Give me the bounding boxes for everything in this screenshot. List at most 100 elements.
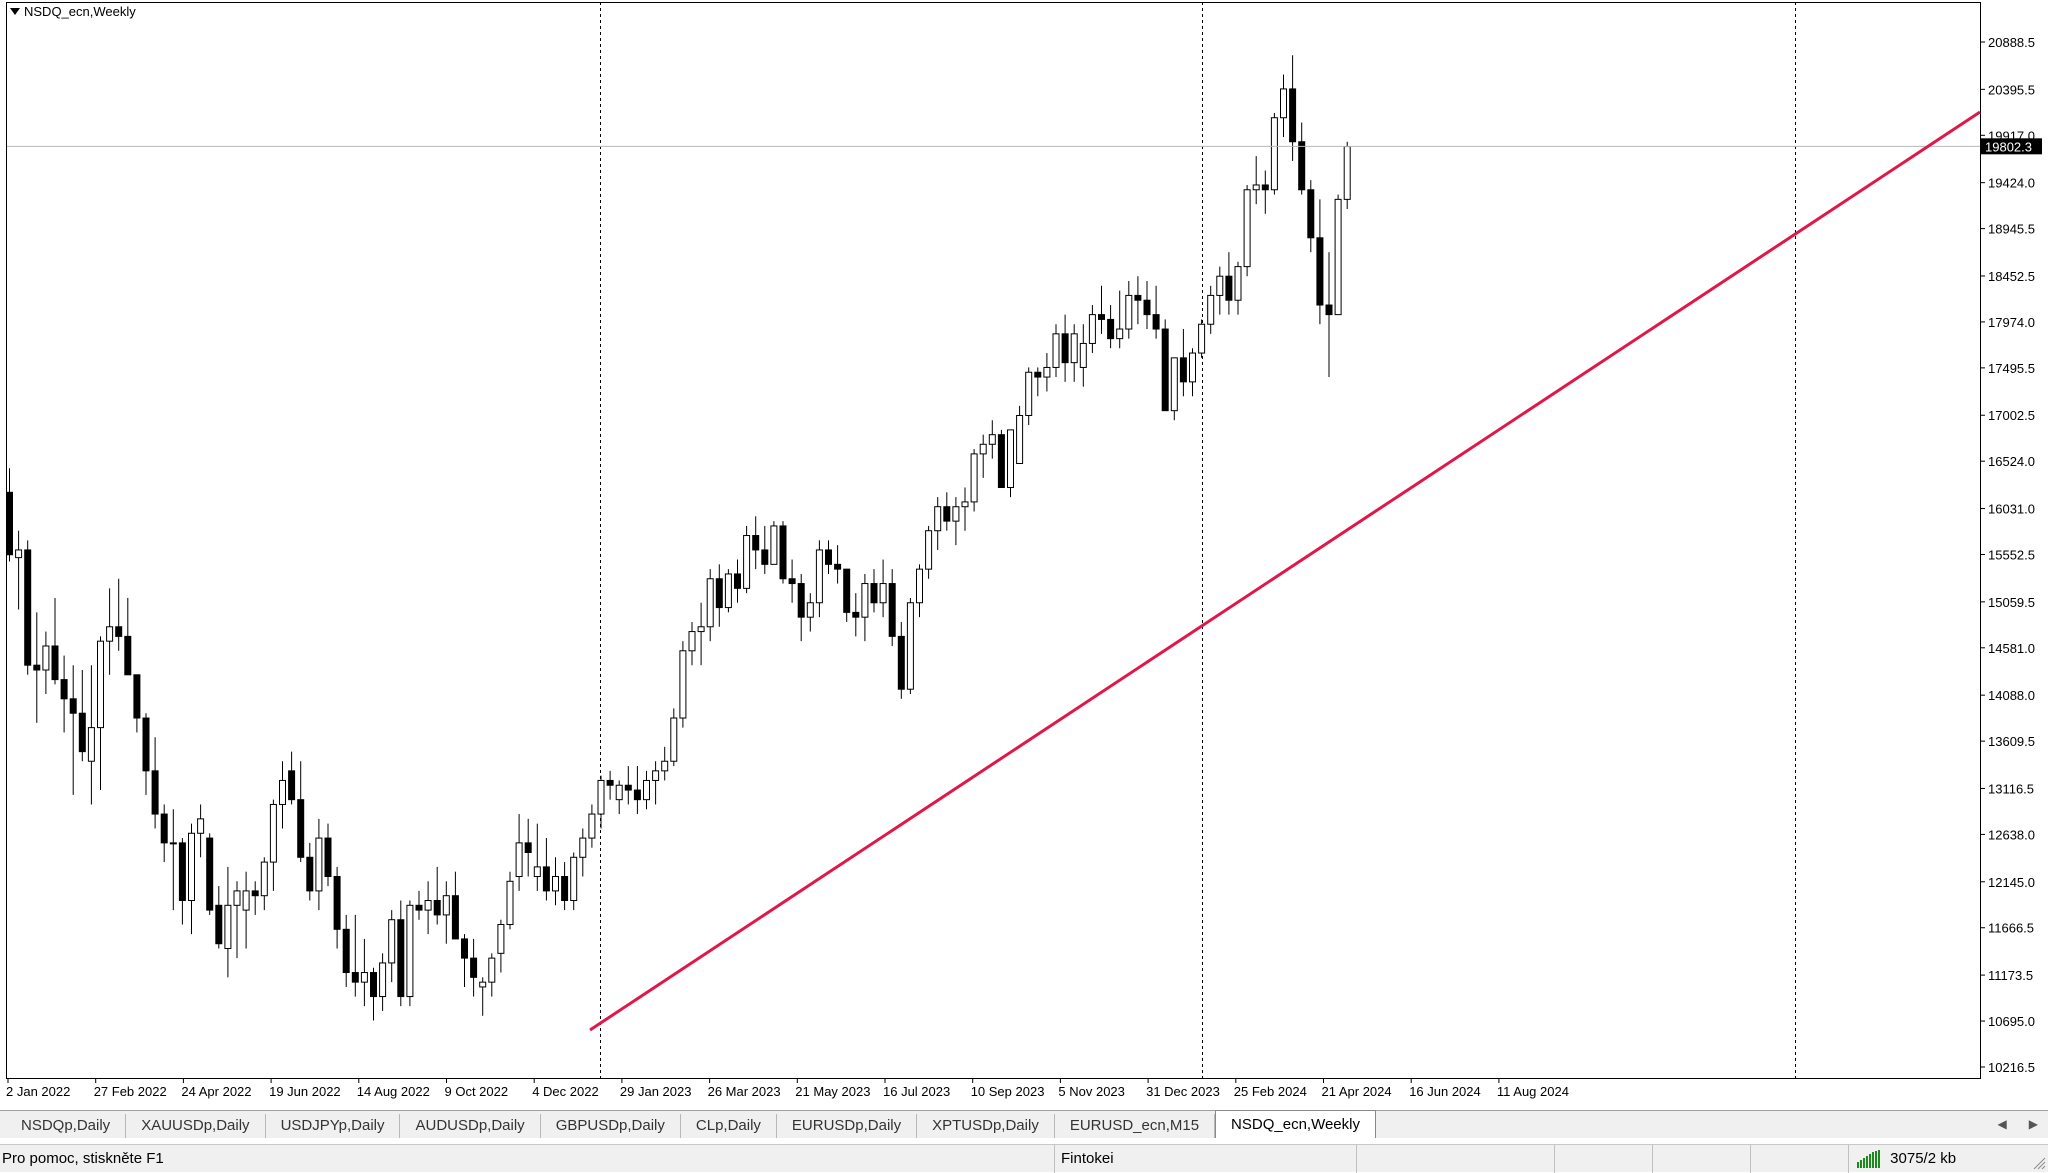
tab-scroll-left-icon[interactable]: ◀ xyxy=(1997,1117,2007,1131)
tab-nsdq-ecn-weekly[interactable]: NSDQ_ecn,Weekly xyxy=(1215,1110,1376,1138)
candle-bull xyxy=(388,919,396,964)
time-axis-label: 21 May 2023 xyxy=(795,1084,870,1099)
connection-bars-icon xyxy=(1857,1150,1880,1169)
candle-bull xyxy=(1088,314,1096,344)
candle-bear xyxy=(288,770,296,801)
candle-bear xyxy=(206,837,214,911)
candle-bear xyxy=(6,491,13,556)
candle-bull xyxy=(1125,294,1133,330)
candlestick-chart[interactable]: 20888.520395.519917.019424.018945.518452… xyxy=(0,0,2048,1110)
candle-bull xyxy=(1116,328,1124,340)
candle-bear xyxy=(888,583,896,637)
tab-clp-daily[interactable]: CLp,Daily xyxy=(681,1114,777,1138)
time-axis-label: 4 Dec 2022 xyxy=(532,1084,599,1099)
candle-bear xyxy=(606,779,614,786)
candle-bull xyxy=(743,535,751,589)
candle-bull xyxy=(1070,333,1078,364)
candle-bull xyxy=(442,895,450,916)
price-axis-label: 10216.5 xyxy=(1988,1060,2035,1075)
collapse-triangle-icon[interactable] xyxy=(10,8,20,15)
candle-bull xyxy=(169,842,177,845)
time-axis-label: 29 Jan 2023 xyxy=(620,1084,692,1099)
candle-bear xyxy=(1107,318,1115,340)
resize-grip-icon[interactable] xyxy=(2030,1154,2046,1170)
candle-bull xyxy=(688,631,696,652)
candle-bear xyxy=(160,813,168,844)
status-traffic-text: 3075/2 kb xyxy=(1890,1150,1957,1167)
candle-bull xyxy=(988,434,996,445)
time-axis-label: 21 Apr 2024 xyxy=(1322,1084,1392,1099)
candle-bear xyxy=(115,626,123,637)
candle-bear xyxy=(433,900,441,916)
candle-bear xyxy=(1161,328,1169,412)
tab-audusdp-daily[interactable]: AUDUSDp,Daily xyxy=(400,1114,541,1138)
candle-bear xyxy=(78,712,86,753)
tab-xauusdp-daily[interactable]: XAUUSDp,Daily xyxy=(126,1114,266,1138)
candle-bear xyxy=(470,957,478,978)
candle-bull xyxy=(970,453,978,503)
trendline[interactable] xyxy=(589,110,1981,1032)
price-axis-label: 11666.5 xyxy=(1988,921,2034,936)
tab-nsdqp-daily[interactable]: NSDQp,Daily xyxy=(6,1114,127,1138)
candle-bull xyxy=(497,924,505,954)
status-cell-empty-1 xyxy=(1356,1145,1556,1173)
candle-bear xyxy=(752,535,760,551)
price-axis-label: 14088.0 xyxy=(1988,688,2035,703)
candle-bull xyxy=(479,981,487,988)
candle-bear xyxy=(1098,314,1105,320)
chart-window[interactable]: 20888.5 20395.5 19917.0 19424.0 18945.5 18452… xyxy=(0,0,2048,1110)
candle-bear xyxy=(1316,237,1324,306)
price-axis-label: 13609.5 xyxy=(1988,734,2035,749)
candle-bear xyxy=(297,799,305,858)
candle-bull xyxy=(197,818,205,834)
candle-bear xyxy=(761,549,769,565)
tab-usdjpyp-daily[interactable]: USDJPYp,Daily xyxy=(266,1114,401,1138)
candle-bull xyxy=(1052,333,1060,368)
candle-bull xyxy=(679,650,687,719)
candle-bear xyxy=(370,972,377,998)
candle-bear xyxy=(943,506,951,522)
tab-scroll-right-icon[interactable]: ▶ xyxy=(2028,1117,2038,1131)
status-connection[interactable]: 3075/2 kb xyxy=(1848,1145,2028,1173)
time-axis-label: 10 Sep 2023 xyxy=(971,1084,1045,1099)
tab-xptusdp-daily[interactable]: XPTUSDp,Daily xyxy=(917,1114,1055,1138)
candle-bear xyxy=(897,635,905,690)
candle-bull xyxy=(269,803,277,863)
candle-bull xyxy=(279,779,286,805)
time-axis-label: 2 Jan 2022 xyxy=(6,1084,70,1099)
candle-bull xyxy=(879,583,887,604)
candle-bear xyxy=(24,549,32,666)
current-price-tag xyxy=(1981,138,2042,155)
price-axis-label: 17495.5 xyxy=(1988,361,2035,376)
candle-bull xyxy=(406,904,414,998)
candle-bull xyxy=(424,900,432,911)
candle-bull xyxy=(643,779,650,801)
price-axis-label: 16524.0 xyxy=(1988,454,2035,469)
time-axis-label: 31 Dec 2023 xyxy=(1146,1084,1220,1099)
candle-bull xyxy=(315,837,323,892)
candle-bear xyxy=(734,573,741,589)
candle-bull xyxy=(188,832,195,902)
candle-bull xyxy=(87,727,95,762)
tab-eurusd-ecn-m15[interactable]: EURUSD_ecn,M15 xyxy=(1055,1114,1216,1138)
candle-bull xyxy=(925,530,933,570)
candle-bear xyxy=(825,549,832,565)
chart-title[interactable]: NSDQ_ecn,Weekly xyxy=(10,4,136,19)
tab-gbpusdp-daily[interactable]: GBPUSDp,Daily xyxy=(541,1114,681,1138)
candle-bear xyxy=(142,717,150,772)
candle-bear xyxy=(633,789,641,801)
candle-bear xyxy=(1152,314,1160,330)
candle-bull xyxy=(588,813,596,839)
price-axis-label: 15552.5 xyxy=(1988,548,2035,563)
candle-bear xyxy=(1034,371,1042,378)
candle-bear xyxy=(351,972,359,983)
candle-bull xyxy=(515,842,523,877)
price-axis-label: 19424.0 xyxy=(1988,176,2035,191)
candle-bull xyxy=(697,626,705,633)
candle-bear xyxy=(797,583,805,618)
status-cell-empty-4 xyxy=(1750,1145,1850,1173)
candle-bear xyxy=(542,866,550,892)
candle-bear xyxy=(215,904,223,945)
candle-bull xyxy=(1252,184,1260,191)
tab-eurusdp-daily[interactable]: EURUSDp,Daily xyxy=(777,1114,918,1138)
